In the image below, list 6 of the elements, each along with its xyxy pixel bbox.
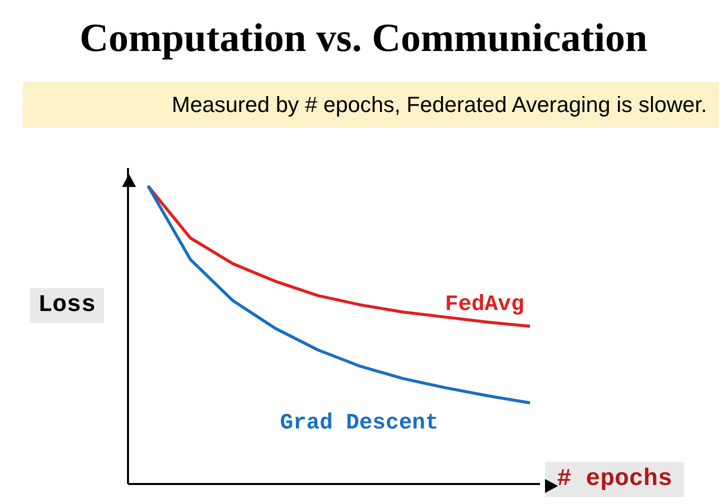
y-axis-title: Loss [30, 288, 104, 323]
series-label: Grad Descent [280, 410, 438, 436]
chart-subtitle: Measured by # epochs, Federated Averaging is slower. [23, 82, 719, 128]
chart-title: Computation vs. Communication [78, 14, 648, 61]
series-label: FedAvg [445, 292, 524, 318]
x-axis-title: # epochs [545, 462, 684, 497]
